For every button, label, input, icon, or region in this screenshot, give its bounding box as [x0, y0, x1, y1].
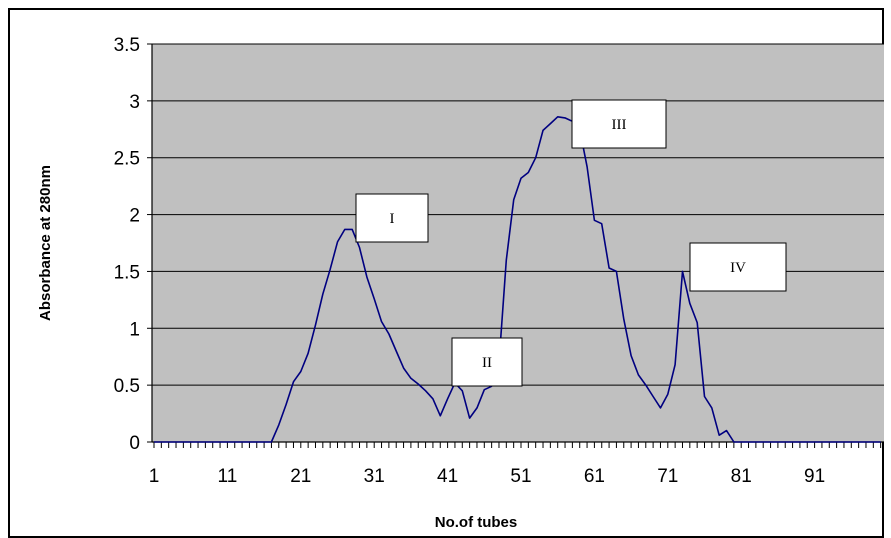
x-tick-label: 91	[804, 466, 825, 487]
y-tick-label: 0	[129, 433, 140, 454]
peak-label-box: II	[451, 337, 523, 387]
y-tick-label: 1.5	[114, 262, 140, 283]
x-tick-label: 51	[510, 466, 531, 487]
y-tick-label: 2.5	[114, 149, 140, 170]
peak-label: II	[482, 355, 492, 371]
y-tick-label: 0.5	[114, 376, 140, 397]
peak-label-rect	[689, 242, 787, 292]
series-line	[154, 116, 881, 443]
peak-label-box: I	[355, 193, 429, 243]
peak-label-rect	[355, 193, 429, 243]
peak-label: III	[612, 117, 627, 133]
x-tick-label: 11	[218, 466, 238, 487]
peak-label-box: III	[571, 99, 667, 149]
peak-label-rect	[571, 99, 667, 149]
y-tick-label: 3	[129, 92, 140, 113]
y-tick-label: 1	[129, 319, 140, 340]
peak-label-box: IV	[689, 242, 787, 292]
series-layer	[154, 116, 881, 443]
x-tick-label: 31	[364, 466, 385, 487]
y-axis-title: Absorbance at 280nm	[37, 165, 54, 321]
y-tick-labels: 0 0.5 1 1.5 2 2.5 3 3.5	[114, 35, 140, 454]
peak-label: IV	[730, 260, 746, 276]
x-tick-label: 21	[290, 466, 311, 487]
x-tick-label: 41	[437, 466, 458, 487]
x-tick-label: 71	[657, 466, 678, 487]
x-tick-labels: 1 11 21 31 41 51 61 71 81 91	[149, 466, 825, 487]
y-tick-label: 2	[129, 206, 140, 227]
y-tick-label: 3.5	[114, 35, 140, 56]
peak-label: I	[390, 211, 395, 227]
x-tick-label: 81	[731, 466, 752, 487]
x-tick-label: 61	[584, 466, 605, 487]
x-tick-label: 1	[149, 466, 160, 487]
x-axis-title: No.of tubes	[435, 514, 518, 531]
peak-label-rect	[451, 337, 523, 387]
